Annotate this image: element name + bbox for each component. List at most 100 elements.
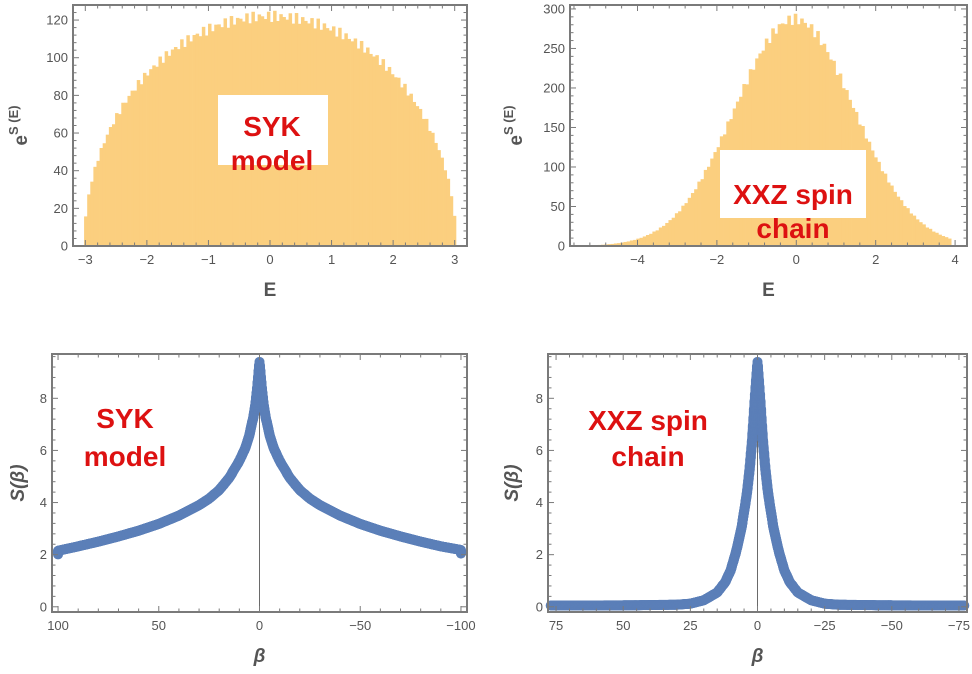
histogram-bar — [105, 134, 110, 246]
chart-syk-entropy: 100 50 0 −50 −100 0 2 4 6 8 β S(β) SYK model — [8, 353, 476, 667]
histogram-bar — [867, 141, 872, 246]
y-tick-label: 0 — [61, 239, 68, 254]
histogram-bar — [922, 224, 926, 246]
histogram-bar — [201, 26, 206, 247]
histogram-bar — [195, 33, 200, 247]
histogram-bar — [338, 27, 342, 247]
histogram-bar — [192, 35, 197, 246]
histogram-bar — [164, 51, 169, 246]
histogram-bar — [613, 243, 618, 246]
histogram-bar — [449, 196, 454, 246]
x-tick-label: 25 — [683, 618, 697, 633]
y-axis-label: eS (E) — [501, 105, 527, 145]
histogram-bar — [928, 228, 933, 246]
histogram-bar — [434, 142, 438, 246]
histogram-bar — [662, 225, 666, 246]
y-tick-label: 60 — [54, 126, 68, 141]
y-tick-label: 20 — [54, 201, 68, 216]
histogram-bar — [874, 157, 878, 246]
y-tick-label: 50 — [551, 199, 565, 214]
histogram-bar — [431, 132, 435, 246]
histogram-bar — [774, 33, 779, 247]
x-tick-label: −50 — [881, 618, 903, 633]
annotation-label: SYK — [243, 111, 301, 142]
x-axis-label: β — [253, 646, 266, 667]
histogram-bar — [931, 231, 936, 246]
histogram-bar — [707, 166, 711, 246]
histogram-bar — [344, 33, 348, 247]
histogram-bar — [864, 138, 869, 246]
x-tick-label: 0 — [266, 252, 273, 267]
histogram-bar — [883, 173, 888, 246]
histogram-bar — [668, 220, 673, 246]
axis-ticks — [52, 354, 467, 612]
y-axis-label-superscript: S (E) — [501, 105, 516, 135]
histogram-bar — [369, 53, 373, 247]
histogram-bar — [700, 179, 705, 246]
histogram-bar — [189, 41, 193, 247]
histogram-bar — [822, 43, 827, 246]
histogram-bar — [415, 106, 420, 246]
histogram-bar — [378, 64, 382, 246]
histogram-bar — [366, 47, 370, 246]
x-tick-label: −75 — [948, 618, 970, 633]
histogram-bar — [173, 47, 178, 246]
histogram-bar — [397, 77, 401, 246]
histogram-bar — [400, 87, 404, 246]
annotation-label: XXZ spin — [733, 179, 853, 210]
x-tick-label: 100 — [47, 618, 69, 633]
histogram-bar — [790, 24, 795, 246]
histogram-bar — [902, 206, 907, 246]
annotation-label: SYK — [96, 403, 154, 434]
x-tick-label: 50 — [152, 618, 166, 633]
histogram-bar — [665, 222, 669, 246]
histogram-bar — [623, 241, 628, 246]
y-tick-label: 100 — [46, 50, 68, 65]
histogram-bar — [793, 13, 798, 247]
histogram-bar — [84, 216, 88, 246]
histogram-bar — [896, 196, 901, 246]
histogram-bar — [406, 95, 410, 246]
histogram-bar — [633, 239, 637, 246]
histogram-bar — [393, 77, 398, 246]
histogram-bar — [703, 169, 708, 246]
scatter-point — [752, 359, 763, 370]
histogram-bar — [130, 90, 135, 246]
histogram-bar — [678, 211, 682, 246]
histogram-bar — [384, 70, 389, 246]
x-tick-label: −2 — [709, 252, 724, 267]
histogram-bar — [710, 158, 714, 246]
histogram-bar — [816, 31, 820, 247]
histogram-bar — [658, 227, 663, 246]
histogram-bar — [118, 114, 122, 246]
annotation-label: XXZ spin — [588, 405, 708, 436]
x-tick-label: 2 — [872, 252, 879, 267]
histogram-bar — [350, 41, 355, 246]
histogram-bar — [800, 18, 804, 247]
histogram-bar — [935, 232, 939, 246]
histogram-bar — [626, 241, 631, 246]
histogram-bar — [890, 185, 894, 246]
histogram-bar — [412, 101, 417, 246]
histogram-bar — [149, 69, 153, 246]
x-tick-label: 50 — [616, 618, 630, 633]
histogram-bar — [372, 56, 376, 246]
annotation-label: model — [231, 145, 313, 176]
y-tick-label: 2 — [536, 547, 543, 562]
histogram-bar — [437, 150, 441, 246]
x-tick-label: −50 — [349, 618, 371, 633]
histogram-bar — [906, 208, 910, 246]
histogram-bar — [124, 102, 128, 247]
histogram-bar — [421, 118, 426, 246]
y-tick-label: 300 — [543, 1, 565, 16]
histogram-bar — [796, 24, 801, 246]
histogram-bar — [610, 243, 615, 246]
x-tick-label: −2 — [139, 252, 154, 267]
histogram-bar — [146, 75, 150, 246]
axis-ticks — [548, 354, 967, 612]
histogram-bar — [381, 59, 386, 247]
histogram-bar — [880, 171, 885, 246]
histogram-bar — [440, 157, 444, 246]
